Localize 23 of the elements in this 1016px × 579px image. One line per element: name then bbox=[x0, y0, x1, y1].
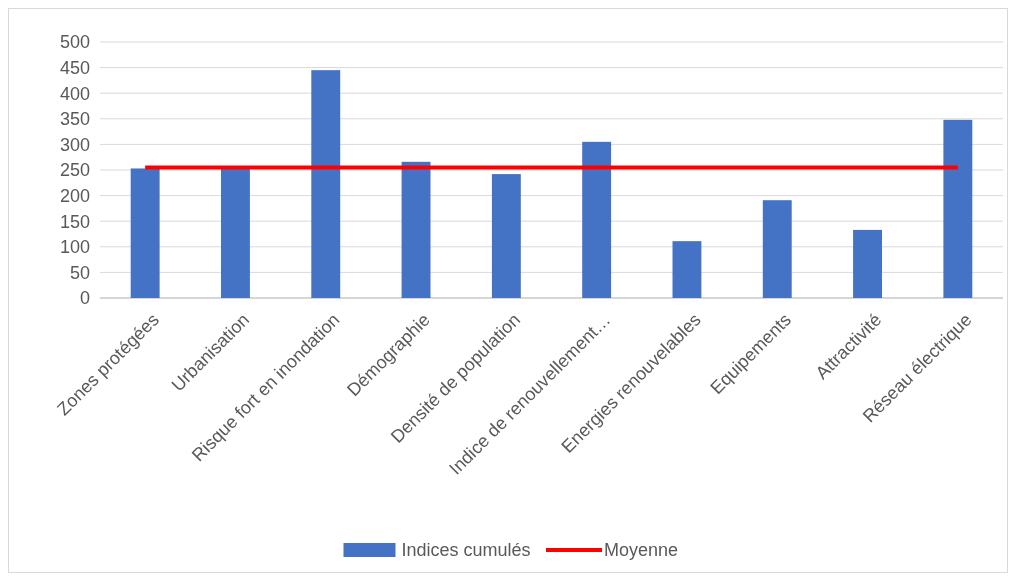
legend-label: Indices cumulés bbox=[401, 540, 531, 561]
bar bbox=[130, 168, 160, 298]
y-tick-label: 250 bbox=[59, 160, 90, 181]
bar bbox=[853, 229, 882, 298]
y-tick-label: 450 bbox=[59, 57, 90, 78]
y-tick-label: 300 bbox=[59, 134, 90, 155]
y-tick-label: 200 bbox=[59, 185, 90, 206]
bar bbox=[221, 167, 250, 298]
bar bbox=[762, 200, 792, 298]
y-tick-label: 100 bbox=[59, 237, 90, 258]
bar bbox=[311, 70, 341, 298]
legend-label: Moyenne bbox=[604, 540, 679, 561]
y-tick-label: 50 bbox=[69, 262, 90, 283]
bar bbox=[582, 141, 612, 298]
y-tick-label: 150 bbox=[59, 211, 90, 232]
y-tick-label: 500 bbox=[59, 32, 90, 53]
y-tick-label: 400 bbox=[59, 83, 90, 104]
y-tick-label: 0 bbox=[79, 288, 90, 309]
bar bbox=[672, 241, 702, 298]
y-tick-label: 350 bbox=[59, 109, 90, 130]
bar bbox=[943, 119, 973, 298]
bar bbox=[401, 161, 431, 298]
bar bbox=[491, 174, 521, 298]
